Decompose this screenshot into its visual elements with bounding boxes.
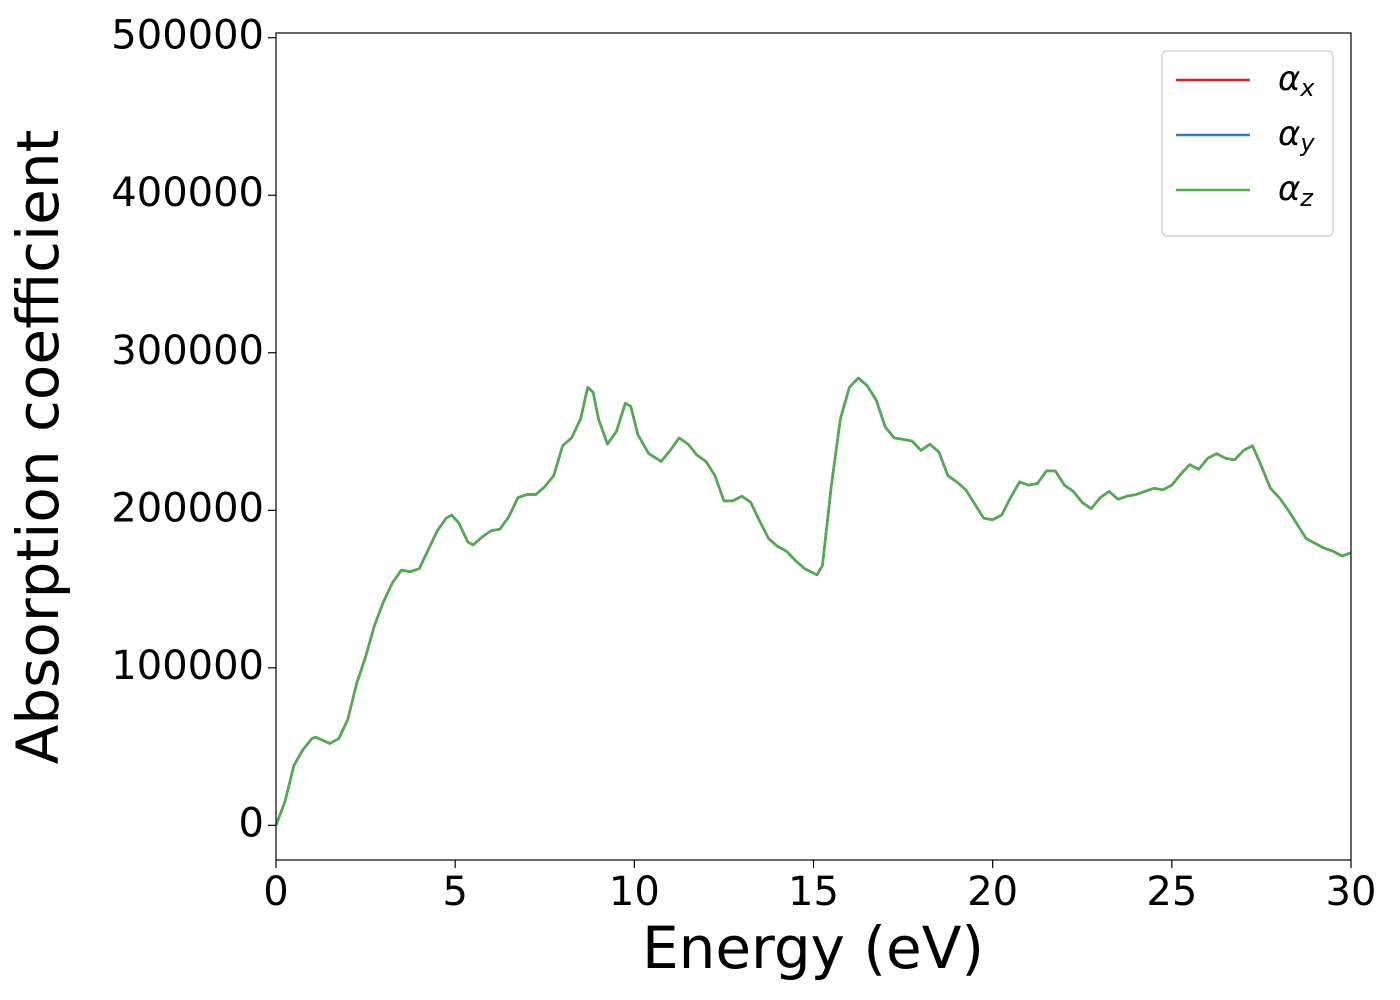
- data-line: [274, 376, 1352, 826]
- data-line: [274, 376, 1352, 826]
- legend-label: αy: [1278, 114, 1315, 158]
- x-tick-label: 5: [442, 869, 467, 915]
- y-tick-label: 200000: [111, 485, 264, 531]
- legend-label: αx: [1278, 59, 1315, 103]
- x-tick-label: 30: [1326, 869, 1377, 915]
- x-tick-label: 25: [1146, 869, 1197, 915]
- legend-label: αz: [1278, 169, 1314, 213]
- data-line: [274, 376, 1352, 826]
- y-tick-label: 400000: [111, 170, 264, 216]
- y-tick-label: 0: [239, 800, 264, 846]
- y-axis-label: Absorption coefficient: [4, 130, 72, 765]
- y-tick-label: 500000: [111, 13, 264, 59]
- y-tick-label: 100000: [111, 643, 264, 689]
- y-tick-label: 300000: [111, 328, 264, 374]
- x-tick-label: 10: [609, 869, 660, 915]
- x-tick-label: 0: [263, 869, 288, 915]
- x-tick-label: 20: [967, 869, 1018, 915]
- x-tick-label: 15: [788, 869, 839, 915]
- plot-frame: [275, 32, 1352, 861]
- x-axis-label: Energy (eV): [642, 914, 984, 982]
